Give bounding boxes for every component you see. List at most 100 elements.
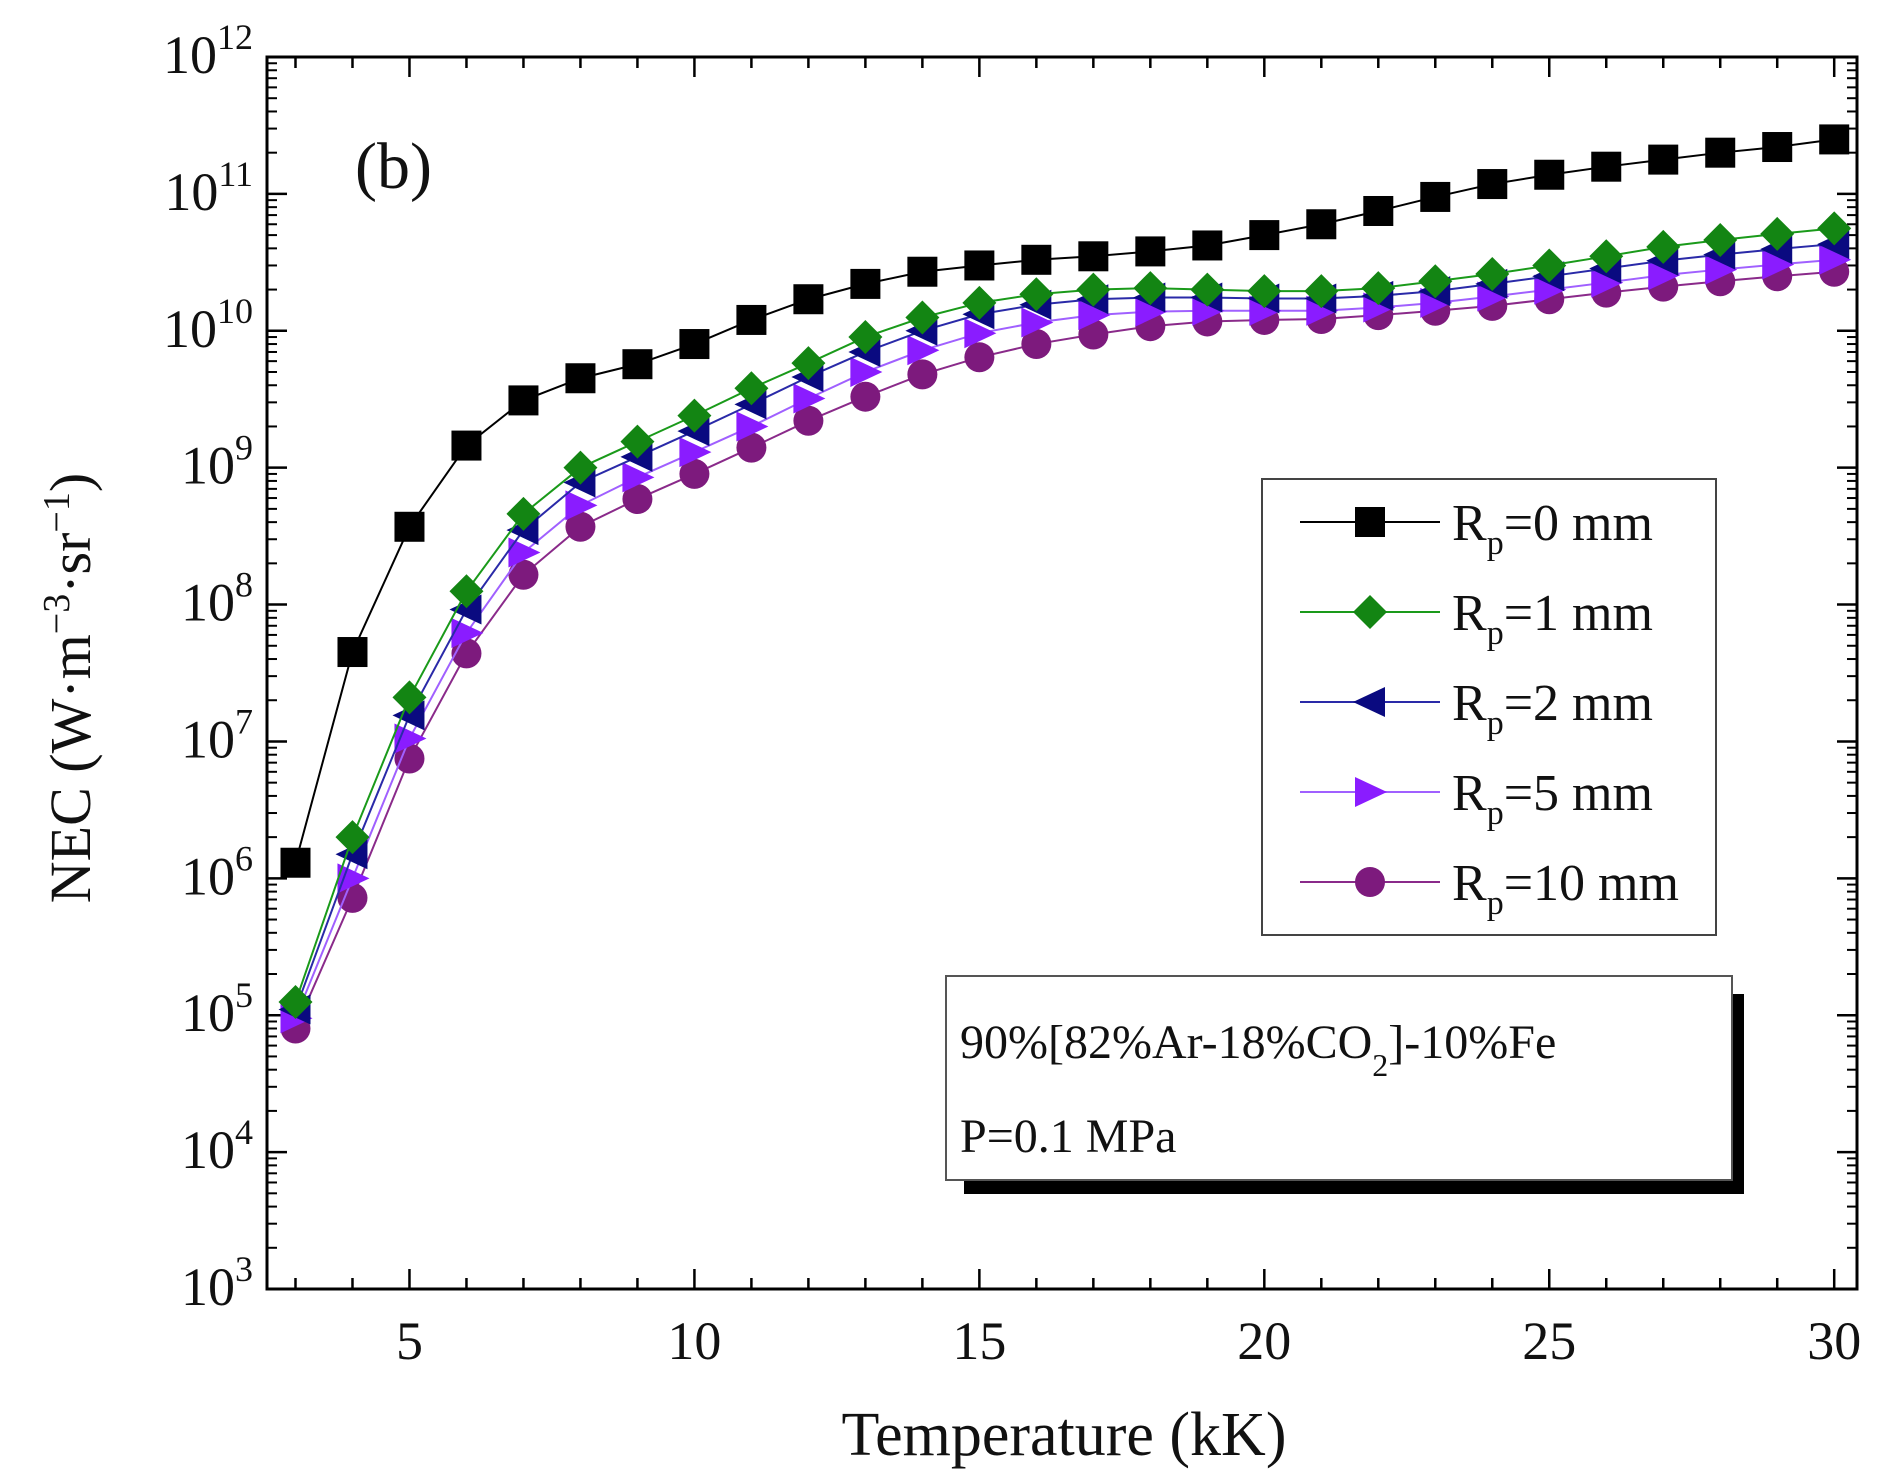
data-point	[905, 300, 940, 335]
annotation-composition-post: ]-10%Fe	[1388, 1016, 1556, 1069]
plot-frame	[265, 55, 1859, 1291]
data-point	[622, 462, 655, 493]
data-point	[508, 559, 539, 590]
plot-layer: 5 10 15 20 25 3010310410510610710810910101011…	[163, 17, 1861, 1371]
data-point	[1762, 249, 1795, 280]
data-point	[565, 511, 596, 542]
data-point	[392, 700, 425, 731]
y-tick-base: 10	[181, 846, 235, 906]
data-point	[451, 430, 482, 461]
y-tick-exponent: 7	[235, 701, 253, 741]
data-point	[907, 359, 938, 390]
data-point	[791, 346, 826, 381]
series-line	[294, 227, 1835, 1003]
data-point	[1705, 254, 1738, 285]
legend-label-rest: =1 mm	[1504, 585, 1653, 642]
y-tick-base: 10	[181, 436, 235, 496]
y-axis-label: NEC (W·m−3·sr−1)	[36, 473, 103, 903]
data-point	[508, 385, 539, 416]
y-tick-label: 106	[181, 838, 253, 906]
x-tick-label: 20	[1237, 1311, 1291, 1371]
y-tick-exponent: 3	[235, 1249, 253, 1289]
legend-label-main: R	[1452, 585, 1487, 642]
x-tick-label: 10	[667, 1311, 721, 1371]
series-line	[294, 258, 1835, 1019]
data-point	[1819, 244, 1852, 275]
y-tick-exponent: 11	[218, 154, 253, 194]
legend-label-rest: =5 mm	[1504, 765, 1653, 822]
y-tick-label: 104	[181, 1112, 253, 1180]
data-point	[1078, 300, 1111, 331]
data-point	[1192, 230, 1223, 261]
data-point	[563, 450, 598, 485]
annotation-composition: 90%[82%Ar-18%CO2]-10%Fe	[960, 1016, 1556, 1083]
data-point	[1249, 220, 1280, 251]
legend-entry: Rp=2 mm	[1300, 675, 1653, 742]
data-point	[1532, 248, 1567, 283]
data-point	[280, 847, 311, 878]
legend-label-main: R	[1452, 675, 1487, 732]
data-point	[1021, 329, 1052, 360]
series-2	[278, 211, 1852, 1019]
y-tick-label: 109	[181, 428, 253, 496]
data-point	[1591, 267, 1624, 298]
data-point	[736, 304, 767, 335]
data-point	[394, 511, 425, 542]
data-point	[1363, 195, 1394, 226]
data-point	[1648, 144, 1679, 175]
data-point	[1021, 307, 1054, 338]
series-1	[280, 124, 1850, 878]
data-point	[335, 820, 370, 855]
data-point	[622, 484, 653, 515]
data-point	[1589, 239, 1624, 274]
data-point	[793, 284, 824, 315]
annotation-box: 90%[82%Ar-18%CO2]-10%Fe P=0.1 MPa	[945, 975, 1744, 1194]
y-tick-label: 1010	[163, 291, 253, 359]
data-point	[1135, 296, 1168, 327]
data-point	[506, 496, 541, 531]
data-point	[1475, 256, 1510, 291]
data-point	[1591, 151, 1622, 182]
y-axis-label-sup2: −1	[36, 492, 78, 532]
data-point	[622, 349, 653, 380]
x-tick-label: 30	[1807, 1311, 1861, 1371]
y-tick-exponent: 10	[217, 291, 253, 331]
x-tick-label: 25	[1522, 1311, 1576, 1371]
y-tick-label: 105	[181, 975, 253, 1043]
data-point	[1648, 260, 1681, 291]
data-point	[565, 490, 598, 521]
legend-label-sub: p	[1487, 795, 1504, 832]
annotation-frame	[945, 975, 1733, 1181]
data-point	[1534, 159, 1565, 190]
data-point	[1361, 271, 1396, 306]
data-point	[1304, 274, 1339, 309]
data-point	[907, 256, 938, 287]
y-tick-label: 107	[181, 701, 253, 769]
data-point	[793, 383, 826, 414]
annotation-composition-pre: 90%[82%Ar-18%CO	[960, 1016, 1372, 1069]
data-point	[850, 356, 883, 387]
data-point	[679, 437, 712, 468]
y-tick-base: 10	[181, 1120, 235, 1180]
data-point	[679, 458, 710, 489]
y-axis-label-main: NEC (W·m	[38, 634, 103, 903]
data-point	[1192, 295, 1225, 326]
y-tick-base: 10	[163, 25, 217, 85]
data-point	[1021, 244, 1052, 275]
legend-entry: Rp=0 mm	[1300, 495, 1653, 562]
legend-entry: Rp=1 mm	[1300, 585, 1653, 652]
data-point	[1760, 216, 1795, 251]
data-point	[508, 537, 541, 568]
legend-box	[1261, 478, 1717, 936]
data-point	[736, 411, 769, 442]
legend-label: Rp=0 mm	[1452, 495, 1653, 562]
x-tick-label: 15	[952, 1311, 1006, 1371]
y-tick-exponent: 5	[235, 975, 253, 1015]
data-point	[1420, 181, 1451, 212]
data-point	[793, 405, 824, 436]
legend-label-sub: p	[1487, 525, 1504, 562]
legend-label-main: R	[1452, 765, 1487, 822]
x-axis-label: Temperature (kK)	[842, 1401, 1287, 1469]
